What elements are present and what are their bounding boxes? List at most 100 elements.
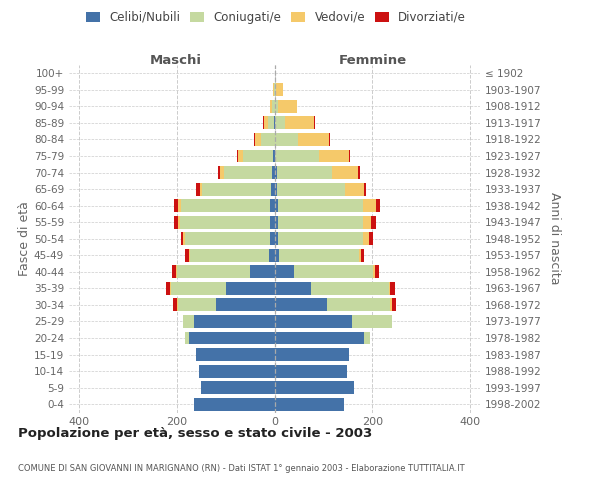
Bar: [328, 298, 390, 312]
Bar: [352, 315, 392, 328]
Bar: [199, 364, 275, 378]
Bar: [275, 182, 277, 196]
Bar: [278, 216, 362, 228]
Bar: [176, 266, 250, 278]
Bar: [166, 282, 170, 295]
Bar: [190, 249, 269, 262]
Bar: [349, 150, 350, 162]
Bar: [202, 182, 271, 196]
Bar: [272, 166, 275, 179]
Text: Maschi: Maschi: [150, 54, 202, 66]
Bar: [185, 232, 269, 245]
Bar: [226, 282, 275, 295]
Bar: [269, 232, 275, 245]
Bar: [275, 116, 285, 130]
Bar: [369, 232, 373, 245]
Bar: [278, 232, 362, 245]
Bar: [194, 315, 275, 328]
Bar: [174, 216, 178, 228]
Bar: [359, 249, 361, 262]
Bar: [275, 133, 298, 146]
Bar: [332, 166, 358, 179]
Bar: [273, 150, 275, 162]
Bar: [263, 116, 264, 130]
Bar: [183, 315, 194, 328]
Bar: [275, 298, 328, 312]
Bar: [362, 216, 371, 228]
Bar: [224, 166, 272, 179]
Bar: [269, 249, 275, 262]
Bar: [392, 298, 396, 312]
Bar: [174, 199, 178, 212]
Text: COMUNE DI SAN GIOVANNI IN MARIGNANO (RN) - Dati ISTAT 1° gennaio 2003 - Elaboraz: COMUNE DI SAN GIOVANNI IN MARIGNANO (RN)…: [18, 464, 464, 473]
Bar: [189, 332, 275, 344]
Bar: [275, 150, 319, 162]
Bar: [173, 298, 176, 312]
Bar: [269, 199, 275, 212]
Bar: [172, 266, 176, 278]
Bar: [196, 348, 275, 361]
Bar: [242, 150, 273, 162]
Bar: [391, 282, 395, 295]
Bar: [185, 332, 189, 344]
Bar: [364, 332, 370, 344]
Bar: [272, 100, 275, 113]
Bar: [358, 166, 360, 179]
Bar: [216, 298, 275, 312]
Bar: [275, 199, 278, 212]
Bar: [275, 232, 278, 245]
Bar: [218, 166, 220, 179]
Bar: [275, 315, 352, 328]
Bar: [361, 249, 364, 262]
Bar: [255, 133, 261, 146]
Bar: [176, 298, 178, 312]
Bar: [269, 100, 272, 113]
Bar: [371, 216, 376, 228]
Bar: [183, 232, 185, 245]
Bar: [171, 282, 226, 295]
Bar: [185, 249, 189, 262]
Legend: Celibi/Nubili, Coniugati/e, Vedovi/e, Divorziati/e: Celibi/Nubili, Coniugati/e, Vedovi/e, Di…: [86, 11, 466, 24]
Bar: [277, 84, 283, 96]
Bar: [178, 199, 181, 212]
Bar: [181, 199, 269, 212]
Bar: [275, 381, 354, 394]
Bar: [275, 166, 277, 179]
Text: Popolazione per età, sesso e stato civile - 2003: Popolazione per età, sesso e stato civil…: [18, 428, 372, 440]
Bar: [275, 332, 364, 344]
Bar: [285, 116, 314, 130]
Bar: [275, 282, 311, 295]
Bar: [201, 381, 275, 394]
Bar: [250, 266, 275, 278]
Bar: [373, 266, 375, 278]
Bar: [196, 182, 200, 196]
Bar: [189, 249, 190, 262]
Bar: [362, 199, 376, 212]
Bar: [280, 249, 359, 262]
Bar: [254, 133, 255, 146]
Bar: [389, 282, 391, 295]
Bar: [237, 150, 238, 162]
Bar: [275, 348, 349, 361]
Bar: [200, 182, 202, 196]
Bar: [275, 266, 294, 278]
Bar: [275, 364, 347, 378]
Bar: [275, 216, 278, 228]
Bar: [181, 232, 183, 245]
Bar: [390, 298, 392, 312]
Bar: [194, 398, 275, 410]
Bar: [271, 182, 275, 196]
Bar: [311, 282, 389, 295]
Bar: [178, 298, 216, 312]
Bar: [180, 216, 269, 228]
Bar: [268, 116, 274, 130]
Bar: [261, 133, 275, 146]
Bar: [264, 116, 268, 130]
Bar: [278, 199, 362, 212]
Bar: [275, 249, 280, 262]
Bar: [329, 133, 330, 146]
Bar: [298, 133, 329, 146]
Bar: [375, 266, 379, 278]
Text: Femmine: Femmine: [339, 54, 407, 66]
Bar: [275, 84, 277, 96]
